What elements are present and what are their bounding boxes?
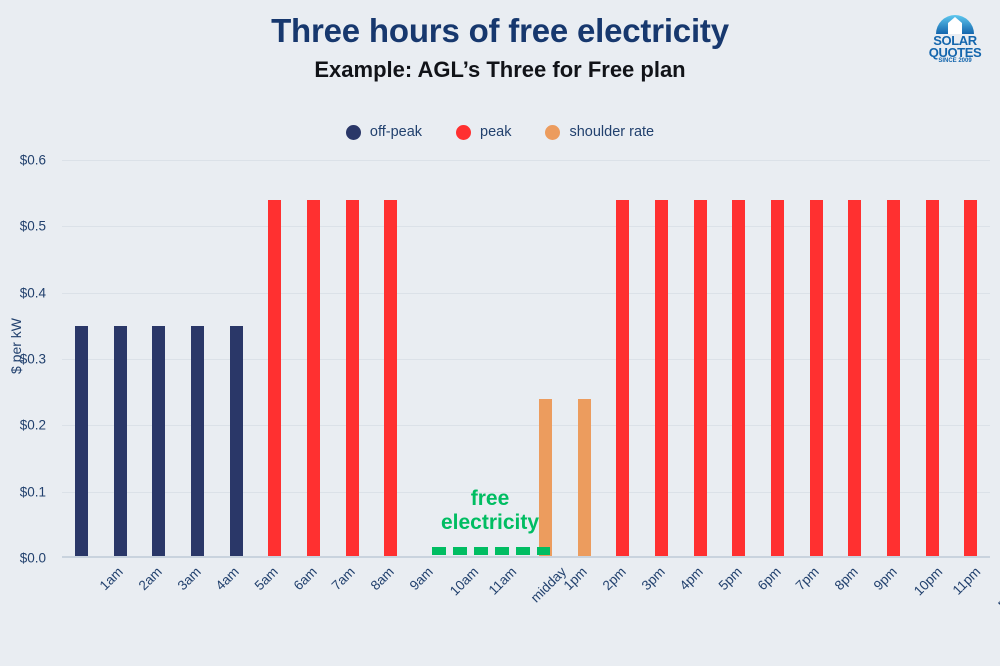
bar[interactable] — [809, 199, 823, 558]
y-axis-title: $ per kW — [8, 318, 24, 375]
y-axis-tick-label: $0.5 — [19, 218, 46, 234]
x-axis-tick-label: 8am — [367, 564, 397, 594]
y-axis-tick-label: $0.6 — [19, 152, 46, 168]
x-axis-tick-label: 3am — [174, 564, 204, 594]
y-axis-tick-label: $0.2 — [19, 417, 46, 433]
x-axis-tick-label: 3pm — [638, 564, 668, 594]
bar[interactable] — [770, 199, 784, 558]
y-axis-ticks: $0.0 $0.1 $0.2 $0.3 $0.4 $0.5 $0.6 — [0, 153, 56, 566]
x-axis-ticks: 1am 2am 3am 4am 5am 6am 7am 8am 9am 10am 11am midda… — [62, 558, 1000, 638]
legend-swatch-icon — [456, 124, 472, 140]
free-electricity-dashed-bar — [432, 547, 550, 555]
legend-item[interactable]: peak — [456, 124, 511, 140]
y-axis-tick-label: $0.1 — [19, 484, 46, 500]
sun-house-icon — [936, 15, 974, 34]
bar[interactable] — [886, 199, 900, 558]
annotation-line-1: free — [470, 487, 510, 510]
x-axis-tick-label: 9pm — [870, 564, 900, 594]
logo-line-1: SOLAR — [933, 33, 977, 48]
legend-item[interactable]: shoulder rate — [545, 124, 654, 140]
x-axis-tick-label: 4am — [213, 564, 243, 594]
x-axis-tick-label: 2pm — [599, 564, 629, 594]
x-axis-tick-label: 5am — [251, 564, 281, 594]
x-axis-tick-label: 11pm — [949, 564, 984, 598]
bar[interactable] — [74, 325, 88, 558]
plot-area — [62, 160, 990, 558]
x-axis-tick-label: 6am — [290, 564, 320, 594]
bar[interactable] — [577, 398, 591, 558]
logo-line-3: SINCE 2009 — [938, 58, 972, 64]
bar[interactable] — [152, 325, 166, 558]
bar[interactable] — [848, 199, 862, 558]
bar[interactable] — [925, 199, 939, 558]
page-title: Three hours of free electricity — [271, 12, 729, 49]
x-axis-tick-label: 5pm — [715, 564, 745, 594]
solarquotes-logo: SOLAR QUOTES SINCE 2009 — [924, 8, 986, 66]
y-axis-tick-label: $0.3 — [19, 351, 46, 367]
bar[interactable] — [384, 199, 398, 558]
bar[interactable] — [732, 199, 746, 558]
free-electricity-annotation: free electricity — [404, 487, 576, 534]
bar[interactable] — [268, 199, 282, 558]
chart-header: Three hours of free electricity Example:… — [0, 0, 1000, 100]
x-axis-tick-label: midnight — [993, 564, 1000, 611]
legend-swatch-icon — [345, 124, 361, 140]
x-axis-tick-label: 10pm — [911, 564, 946, 599]
x-axis-tick-label: 2am — [135, 564, 165, 594]
gridline — [62, 226, 990, 228]
bar[interactable] — [190, 325, 204, 558]
bar[interactable] — [538, 398, 552, 558]
x-axis-tick-label: 9am — [406, 564, 436, 594]
x-axis-tick-label: 7pm — [793, 564, 823, 594]
y-axis-tick-label: $0.4 — [19, 285, 46, 301]
annotation-line-2: electricity — [440, 510, 540, 534]
chart-subtitle: Example: AGL’s Three for Free plan — [314, 57, 686, 82]
bar[interactable] — [654, 199, 668, 558]
gridlines — [62, 160, 990, 558]
chart-legend: off-peak peak shoulder rate — [0, 124, 1000, 140]
legend-swatch-icon — [545, 124, 561, 140]
bar[interactable] — [306, 199, 320, 558]
legend-label: peak — [480, 124, 512, 140]
gridline — [62, 359, 990, 360]
gridline — [62, 491, 990, 493]
bar[interactable] — [616, 199, 630, 558]
legend-label: shoulder rate — [569, 124, 655, 140]
x-axis-tick-label: 10am — [447, 564, 482, 599]
bar[interactable] — [345, 199, 359, 558]
bar[interactable] — [964, 199, 978, 558]
bar[interactable] — [113, 325, 127, 558]
gridline — [62, 425, 990, 427]
x-axis-tick-label: 7am — [329, 564, 359, 594]
x-axis-tick-label: 11am — [485, 564, 520, 598]
x-axis-tick-label: 1pm — [561, 564, 591, 594]
x-axis-tick-label: 6pm — [754, 564, 784, 594]
bar[interactable] — [693, 199, 707, 558]
bar-series — [62, 160, 990, 558]
legend-item[interactable]: off-peak — [345, 124, 423, 140]
logo-line-2: QUOTES — [928, 45, 982, 60]
gridline — [62, 160, 990, 161]
gridline — [62, 292, 990, 294]
legend-label: off-peak — [369, 124, 423, 140]
bar[interactable] — [229, 325, 243, 558]
x-axis-tick-label: 4pm — [677, 564, 707, 594]
x-axis-baseline — [62, 556, 990, 558]
x-axis-tick-label: 1am — [97, 564, 127, 594]
x-axis-tick-label: 8pm — [831, 564, 861, 594]
y-axis-tick-label: $0.0 — [19, 550, 46, 566]
